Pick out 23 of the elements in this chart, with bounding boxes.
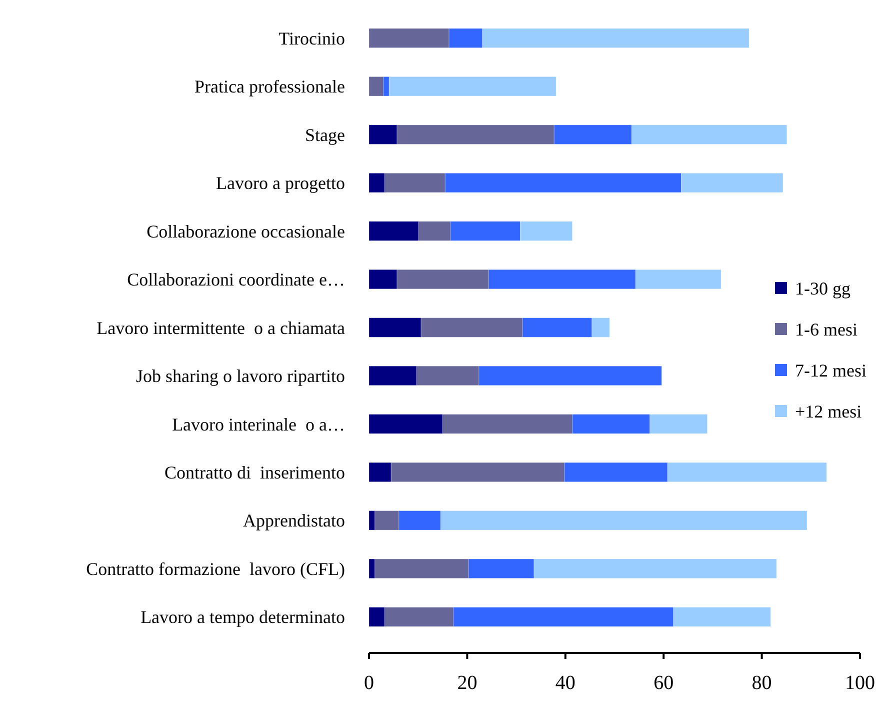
y-tick-label: Collaborazione occasionale — [146, 221, 345, 242]
x-tick-label: 20 — [457, 672, 478, 694]
y-tick-label: Lavoro a progetto — [216, 173, 345, 194]
x-tick-label: 100 — [845, 672, 875, 694]
legend-label: 1-6 mesi — [795, 319, 858, 340]
y-tick-label: Lavoro a tempo determinato — [140, 607, 345, 628]
y-tick-label: Collaborazioni coordinate e… — [127, 270, 345, 290]
y-tick-label: Tirocinio — [278, 28, 345, 48]
y-tick-label: Apprendistato — [243, 510, 345, 531]
x-tick-label: 40 — [555, 672, 576, 694]
x-tick-label: 0 — [364, 672, 374, 694]
y-tick-label: Pratica professionale — [194, 76, 345, 97]
y-tick-label: Stage — [305, 124, 345, 145]
legend-label: 7-12 mesi — [795, 360, 866, 380]
y-tick-label: Contratto di inserimento — [164, 462, 345, 482]
y-tick-label: Lavoro intermittente o a chiamata — [96, 318, 345, 338]
legend-label: +12 mesi — [795, 401, 862, 422]
y-tick-label: Lavoro interinale o a… — [172, 414, 345, 434]
y-tick-label: Contratto formazione lavoro (CFL) — [86, 558, 346, 579]
legend-label: 1-30 gg — [795, 278, 850, 298]
x-tick-label: 60 — [654, 672, 674, 694]
x-tick-label: 80 — [752, 672, 772, 694]
y-tick-label: Job sharing o lavoro ripartito — [136, 366, 345, 386]
